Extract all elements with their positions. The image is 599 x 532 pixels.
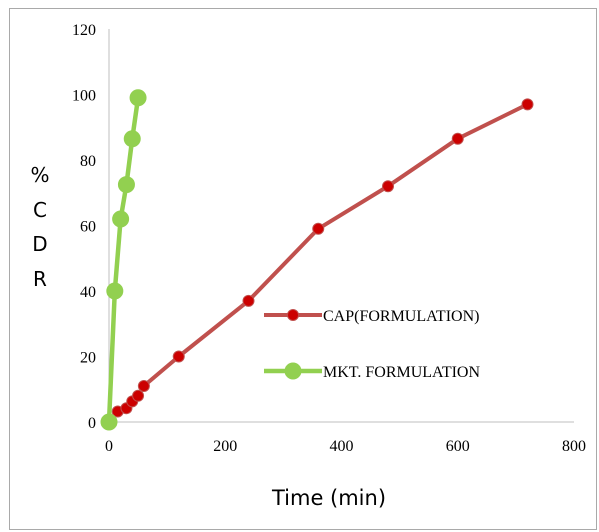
x-tick-label: 0 — [105, 438, 113, 455]
legend-item: CAP(FORMULATION) — [264, 308, 479, 325]
data-point — [312, 222, 325, 235]
y-axis-label-line: D — [32, 232, 47, 256]
x-tick-label: 200 — [213, 438, 237, 455]
legend-label: MKT. FORMULATION — [323, 364, 480, 381]
data-point — [172, 350, 185, 363]
series-mkt-formulation — [100, 89, 147, 431]
y-tick-label: 60 — [80, 219, 96, 236]
chart-frame — [9, 8, 597, 530]
data-point — [106, 282, 124, 300]
y-axis-ticks: 0 20 40 60 80 100 120 — [72, 22, 96, 432]
data-point — [100, 413, 118, 431]
y-tick-label: 80 — [80, 153, 96, 170]
data-point — [382, 180, 394, 193]
data-point — [112, 210, 130, 228]
data-point — [451, 132, 464, 145]
y-axis-label: % CDR — [30, 163, 49, 291]
x-tick-label: 400 — [330, 438, 354, 455]
y-axis-label-line: R — [33, 267, 47, 291]
legend-item: MKT. FORMULATION — [264, 362, 480, 381]
legend-label: CAP(FORMULATION) — [323, 308, 479, 325]
y-tick-label: 120 — [72, 22, 96, 39]
data-point — [521, 98, 534, 111]
series-cap-formulation — [104, 98, 534, 427]
y-tick-label: 20 — [80, 350, 96, 367]
y-axis-label-line: % — [30, 163, 49, 187]
y-tick-label: 40 — [80, 284, 96, 301]
x-tick-label: 600 — [446, 438, 470, 455]
data-point — [242, 294, 255, 307]
data-point — [137, 379, 150, 392]
legend: CAP(FORMULATION) MKT. FORMULATION — [264, 308, 480, 381]
data-point — [123, 130, 141, 148]
legend-swatch-marker — [287, 309, 299, 321]
y-axis-label-line: C — [33, 198, 47, 222]
x-axis-label: Time (min) — [271, 486, 386, 510]
data-point — [129, 89, 147, 107]
x-tick-label: 800 — [562, 438, 586, 455]
y-tick-label: 0 — [88, 415, 96, 432]
data-point — [117, 176, 135, 194]
x-axis-ticks: 0 200 400 600 800 — [105, 438, 586, 455]
legend-swatch-marker — [284, 362, 302, 380]
y-tick-label: 100 — [72, 88, 96, 105]
series-layer — [100, 89, 534, 431]
data-point — [132, 389, 145, 402]
